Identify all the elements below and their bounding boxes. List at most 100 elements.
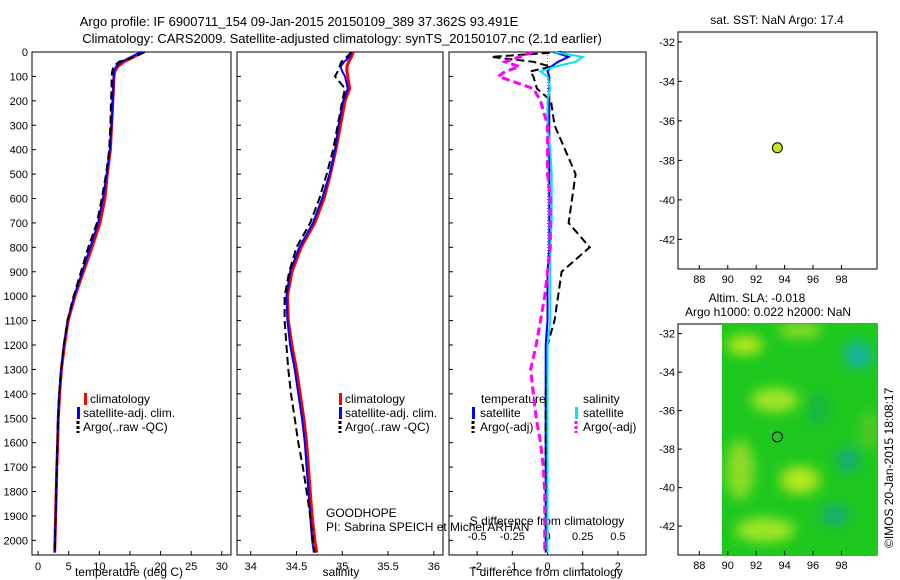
title-line-2: Climatology: CARS2009. Satellite-adjuste… [82,31,602,46]
difference-legend: temperature salinity satellite Argo(-adj… [471,392,636,434]
depth-tick-label: 1000 [4,291,28,303]
diff-legend-swatch-sal-satellite [575,407,578,419]
series-temperature-satellite [544,51,572,553]
salinity-axes [236,51,444,556]
lat-tick-label: -36 [659,406,675,418]
legend-swatch-satellite [77,407,80,419]
temperature-xlabel: temperature (deg C) [75,565,183,579]
lon-tick-label: 98 [835,560,847,572]
diff-legend-swatch-temp-satellite [472,407,475,419]
lat-tick-label: -32 [659,329,675,341]
legend-label-satellite: satellite-adj. clim. [83,406,175,420]
depth-tick-label: 0 [22,47,28,59]
x-tick-label: 36 [428,561,440,573]
lat-tick-label: -34 [659,76,675,88]
lon-tick-label: 94 [778,560,790,572]
x-tick-label: 0 [35,561,41,573]
project-label: GOODHOPE [326,506,397,520]
x-tick-label: 35.5 [377,561,398,573]
depth-tick-label: 400 [10,145,28,157]
sst-map-axes [677,31,878,270]
lon-tick-label: 90 [722,560,734,572]
lon-tick-label: 88 [693,560,705,572]
lon-tick-label: 94 [778,274,790,286]
sla-blob [778,324,822,338]
diff-legend-sal-satellite: satellite [583,406,624,420]
sla-blob [836,448,860,472]
diff-legend-salinity-header: salinity [583,392,620,406]
legend-swatch-satellite [339,407,342,419]
x-tick-label: 0 [544,561,550,573]
diff-legend-temp-argo: Argo(-adj) [480,420,533,434]
lon-tick-label: 92 [750,560,762,572]
legend-label-climatology: climatology [345,392,405,406]
legend-label-satellite: satellite-adj. clim. [345,406,437,420]
s-diff-tick-label: -0.5 [468,531,487,543]
depth-tick-label: 200 [10,96,28,108]
depth-tick-label: 100 [10,71,28,83]
depth-tick-label: 1400 [4,389,28,401]
depth-tick-label: 1600 [4,438,28,450]
diff-legend-sal-argo: Argo(-adj) [583,420,636,434]
lon-tick-label: 90 [722,274,734,286]
x-tick-label: 2 [615,561,621,573]
title-line-1: Argo profile: IF 6900711_154 09-Jan-2015… [80,14,519,29]
depth-tick-label: 600 [10,194,28,206]
sla-blob [727,335,763,355]
t-difference-xlabel: T difference from climatology [469,565,623,579]
depth-tick-label: 1900 [4,511,28,523]
lat-tick-label: -40 [659,195,675,207]
x-tick-label: -2 [472,561,482,573]
x-tick-label: 10 [93,561,105,573]
legend-swatch-climatology [339,393,342,405]
sla-anomalies [726,324,877,542]
argo-marker-sst [771,142,783,154]
sla-blob [860,410,877,450]
depth-tick-label: 1700 [4,462,28,474]
series-argo-raw-qc- [53,51,146,553]
legend-label-argo: Argo(..raw -QC) [83,420,168,434]
x-tick-label: 25 [185,561,197,573]
s-diff-tick-label: 0.5 [610,531,625,543]
lon-tick-label: 88 [693,274,705,286]
depth-tick-label: 2000 [4,535,28,547]
argo-marker-sla [771,431,783,443]
series-climatology [285,51,355,553]
sla-map-title-2: Argo h1000: 0.022 h2000: NaN [685,305,851,319]
depth-tick-label: 800 [10,242,28,254]
sla-blob [726,440,754,500]
sla-map-title-1: Altim. SLA: -0.018 [709,291,806,305]
pi-label: PI: Sabrina SPEICH et Michel ARHAN [326,520,529,534]
x-tick-label: 5 [66,561,72,573]
sla-blob [751,388,799,412]
sla-map-field [722,324,877,555]
lat-tick-label: -38 [659,444,675,456]
lat-tick-label: -40 [659,483,675,495]
series-satellite-adj-clim- [53,51,142,553]
sla-blob [844,341,872,369]
sla-blob [735,518,795,542]
lat-tick-label: -42 [659,521,675,533]
lon-tick-label: 92 [750,274,762,286]
legend-label-argo: Argo(..raw -QC) [345,420,430,434]
sla-blob [821,505,849,525]
sla-blob [780,466,820,494]
lon-tick-label: 96 [807,560,819,572]
depth-tick-label: 500 [10,169,28,181]
x-tick-label: 35 [336,561,348,573]
profile-legend-salinity: climatology satellite-adj. clim. Argo(..… [338,392,437,434]
legend-label-climatology: climatology [90,392,150,406]
lat-tick-label: -42 [659,234,675,246]
depth-tick-label: 900 [10,267,28,279]
depth-tick-label: 1800 [4,487,28,499]
x-tick-label: -1 [507,561,517,573]
legend-swatch-climatology [84,393,87,405]
x-tick-label: 30 [216,561,228,573]
lon-tick-label: 98 [835,274,847,286]
depth-tick-label: 300 [10,120,28,132]
series-temperature-argo-adj- [491,51,592,553]
temperature-axes [31,51,232,556]
depth-tick-label: 1500 [4,413,28,425]
imos-watermark: ©IMOS 20-Jan-2015 18:08:17 [882,387,896,548]
